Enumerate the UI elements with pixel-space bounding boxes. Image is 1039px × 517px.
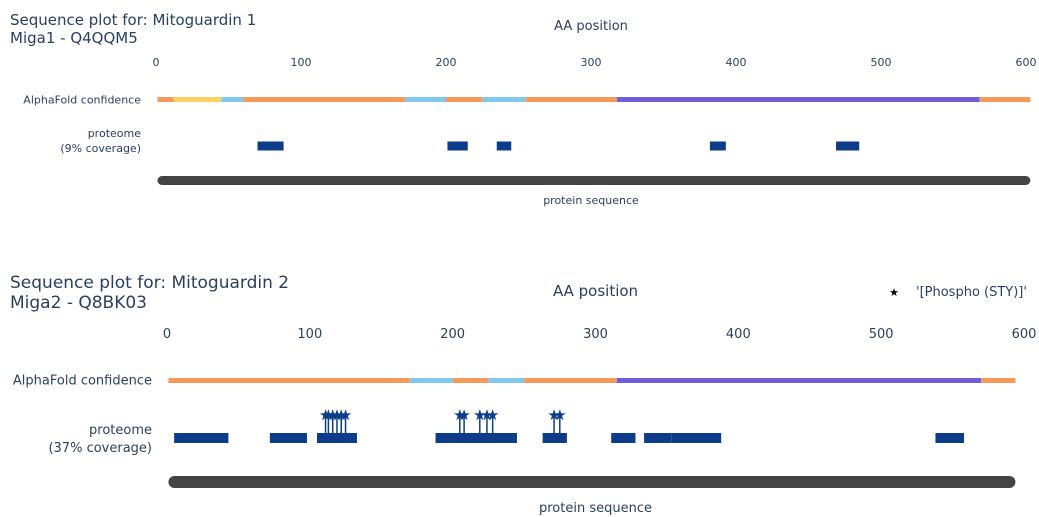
plot1-peptide-bar (496, 141, 512, 151)
plot1-x-tick-label: 300 (581, 56, 602, 69)
plot2-modification-star: ★ (473, 406, 486, 424)
plot1-x-tick-label: 500 (871, 56, 892, 69)
plot2-modification-star: ★ (339, 406, 352, 424)
plot2-peptide-bar (935, 433, 965, 443)
plot2-modification-star: ★ (457, 406, 470, 424)
plot1-alphafold-segment (243, 97, 406, 102)
plot1-alphafold-segment (979, 97, 1031, 102)
plot2-modification-star: ★ (322, 406, 335, 424)
plot2-alphafold-segment (409, 378, 453, 383)
plot2-x-tick-label: 100 (297, 327, 322, 342)
plot2-modification-star: ★ (553, 406, 566, 424)
plot1-x-tick-label: 400 (726, 56, 747, 69)
plot1-x-tick-label: 200 (436, 56, 457, 69)
plot1-protein-sequence-label: protein sequence (543, 194, 639, 207)
plot1-peptide-bar (257, 141, 284, 151)
plot2-x-tick-label: 500 (869, 327, 894, 342)
plot2-modification-star: ★ (326, 406, 339, 424)
plot2-alphafold-segment (524, 378, 617, 383)
plot2-legend-symbol: ★ (889, 286, 899, 299)
plot1-peptide-bar (447, 141, 468, 151)
plot2-modification-star: ★ (335, 406, 348, 424)
plot2-x-tick-label: 400 (726, 327, 751, 342)
plot2-x-tick-label: 0 (163, 327, 171, 342)
plot2-alphafold-segment (616, 378, 982, 383)
plot1-proteome-coverage: (9% coverage) (60, 142, 141, 155)
plot2-peptide-bar (174, 433, 229, 443)
plot1-x-tick-label: 100 (291, 56, 312, 69)
plot2-legend-label: '[Phospho (STY)]' (916, 285, 1027, 300)
plot2-protein-sequence-label: protein sequence (539, 501, 652, 516)
plot1-alphafold-segment (525, 97, 618, 102)
plot2-modification-star: ★ (330, 406, 343, 424)
plot2-x-tick-label: 600 (1012, 327, 1037, 342)
plot1-alphafold-segment (617, 97, 980, 102)
plot2-subtitle: Miga2 - Q8BK03 (10, 293, 147, 314)
plot2-modification-star: ★ (453, 406, 466, 424)
plot1-x-axis-title: AA position (554, 19, 628, 34)
plot2-protein-sequence-bar (168, 476, 1016, 488)
plot1-title: Sequence plot for: Mitoguardin 1 (10, 11, 257, 29)
plot2-title-block: Sequence plot for: Mitoguardin 2 Miga2 -… (10, 273, 289, 314)
plot2-peptide-bar (644, 433, 672, 443)
plot2-peptide-bar (269, 433, 307, 443)
plot2-alphafold-segment (168, 378, 410, 383)
plot1-peptide-bar (836, 141, 860, 151)
plot2-modification-star: ★ (486, 406, 499, 424)
plot1-proteome-label: proteome (88, 127, 142, 140)
plot2-x-axis-title: AA position (553, 282, 638, 300)
plot1-alphafold-segment (157, 97, 174, 102)
plot1-protein-sequence-bar (157, 176, 1031, 185)
plot1-alphafold-segment (221, 97, 243, 102)
plot2-proteome-label: proteome (89, 423, 152, 438)
plot2-modification-star: ★ (547, 406, 560, 424)
plot2-x-tick-label: 200 (440, 327, 465, 342)
plot2-alphafold-segment (452, 378, 489, 383)
plot1-alphafold-segment (482, 97, 526, 102)
plot1-x-tick-label: 0 (153, 56, 160, 69)
plot2-modification-star: ★ (480, 406, 493, 424)
plot1-alphafold-segment (405, 97, 446, 102)
plot1-alphafold-label: AlphaFold confidence (23, 94, 141, 107)
plot1-alphafold-segment (446, 97, 483, 102)
plot2-peptide-bar (316, 433, 357, 443)
plot1-alphafold-segment (173, 97, 222, 102)
plot2-peptide-bar (671, 433, 722, 443)
plot1-title-block: Sequence plot for: Mitoguardin 1 Miga1 -… (10, 11, 256, 47)
plot1-x-tick-label: 600 (1016, 56, 1037, 69)
plot1-subtitle: Miga1 - Q4QQM5 (10, 29, 138, 47)
plot2-x-tick-label: 300 (583, 327, 608, 342)
plot2-proteome-coverage: (37% coverage) (48, 441, 152, 456)
plot1-peptide-bar (709, 141, 726, 151)
plot2-alphafold-segment (981, 378, 1016, 383)
plot2-peptide-bar (542, 433, 567, 443)
plot2-alphafold-label: AlphaFold confidence (13, 374, 152, 389)
plot2-title: Sequence plot for: Mitoguardin 2 (10, 273, 290, 293)
plot2-alphafold-segment (488, 378, 525, 383)
plot2-peptide-bar (611, 433, 636, 443)
plot2-peptide-bar (435, 433, 517, 443)
